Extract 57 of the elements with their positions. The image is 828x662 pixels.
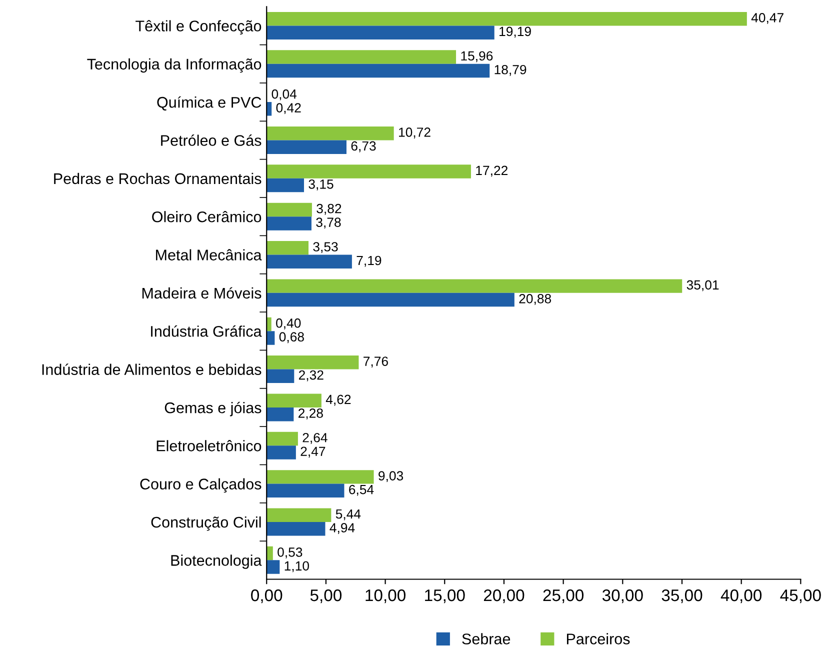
data-label: 2,64 <box>302 432 328 444</box>
y-tick-label: Construção Civil <box>151 516 261 531</box>
data-label: 10,72 <box>399 128 430 138</box>
legend-label: Parceiros <box>566 633 630 644</box>
data-label: 0,42 <box>276 103 301 114</box>
data-label: 5,44 <box>336 509 361 520</box>
data-label: 17,22 <box>476 166 508 177</box>
data-label: 18,79 <box>494 64 526 76</box>
data-label: 40,47 <box>751 13 784 24</box>
y-tick-label: Indústria Gráfica <box>151 325 262 337</box>
y-tick-label: Couro e Calçados <box>140 478 262 493</box>
data-label: 20,88 <box>519 294 552 305</box>
data-label: 4,62 <box>326 394 351 406</box>
data-label: 0,04 <box>272 89 297 100</box>
data-label: 3,15 <box>308 179 334 190</box>
y-tick-label: Biotecnologia <box>171 554 262 569</box>
y-tick-label: Tecnologia da Informação <box>87 58 262 73</box>
x-tick-label: 40,00 <box>720 589 762 604</box>
data-label: 6,73 <box>351 141 376 152</box>
data-label: 1,10 <box>284 561 309 572</box>
y-tick-label: Têxtil e Confecção <box>136 20 262 35</box>
data-label: 3,82 <box>316 204 342 215</box>
y-tick-label: Eletroeletrônico <box>156 440 262 452</box>
y-tick-label: Madeira e Móveis <box>142 287 262 299</box>
x-tick-label: 5,00 <box>310 589 342 604</box>
data-label: 0,68 <box>279 332 304 344</box>
data-label: 15,96 <box>461 51 493 62</box>
data-label: 7,19 <box>356 256 382 267</box>
x-tick-label: 25,00 <box>543 589 584 604</box>
x-tick-label: 10,00 <box>366 589 406 604</box>
x-tick-label: 35,00 <box>662 589 702 604</box>
y-tick-label: Metal Mecânica <box>156 249 262 260</box>
y-tick-label: Oleiro Cerâmico <box>152 211 262 222</box>
data-label: 4,94 <box>330 523 355 534</box>
data-label: 2,28 <box>298 408 323 420</box>
x-tick-label: 30,00 <box>602 589 643 604</box>
x-tick-label: 45,00 <box>780 589 821 604</box>
data-label: 6,54 <box>349 484 374 496</box>
legend-label: Sebrae <box>462 633 510 644</box>
y-tick-label: Gemas e jóias <box>164 402 262 416</box>
x-tick-label: 0,00 <box>251 589 282 604</box>
x-tick-label: 15,00 <box>425 589 465 604</box>
data-label: 9,03 <box>378 471 404 482</box>
data-label: 3,78 <box>316 218 341 229</box>
data-label: 2,32 <box>298 370 324 382</box>
data-label: 19,19 <box>500 26 531 38</box>
y-tick-label: Pedras e Rochas Ornamentais <box>54 172 262 184</box>
data-label: 3,53 <box>313 242 338 253</box>
data-label: 35,01 <box>686 280 719 292</box>
data-label: 0,40 <box>276 318 301 330</box>
data-label: 2,47 <box>300 446 326 458</box>
y-tick-label: Indústria de Alimentos e bebidas <box>42 364 262 375</box>
y-tick-label: Química e PVC <box>157 96 262 110</box>
data-label: 0,53 <box>278 547 302 558</box>
x-tick-label: 20,00 <box>484 589 524 604</box>
y-tick-label: Petróleo e Gás <box>161 134 262 146</box>
data-label: 7,76 <box>364 356 388 368</box>
